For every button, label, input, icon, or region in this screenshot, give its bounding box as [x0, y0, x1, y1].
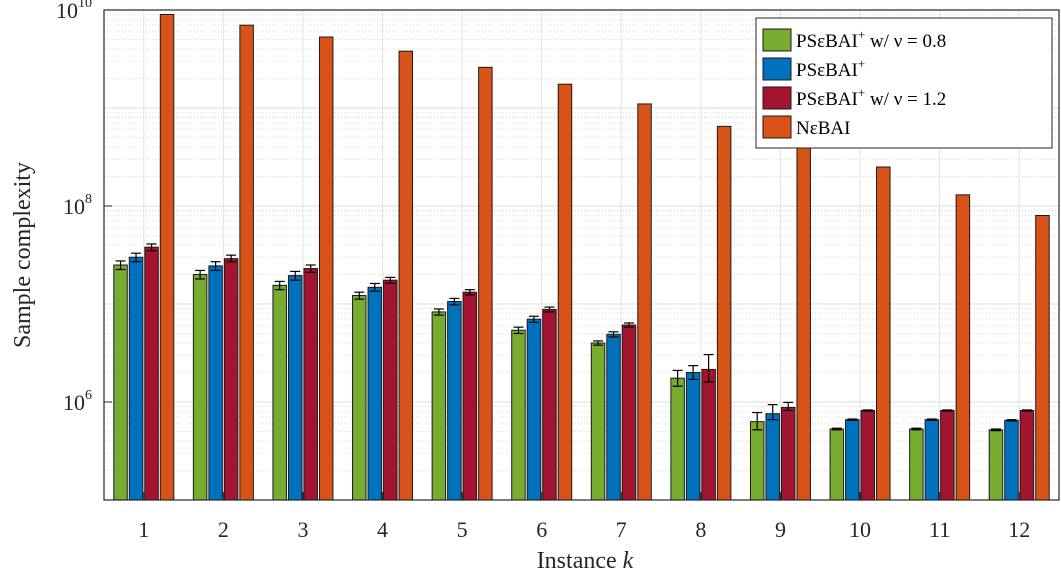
bar [940, 409, 955, 501]
legend-swatch [762, 28, 792, 52]
bar [670, 377, 685, 501]
bar [303, 268, 318, 501]
x-tick-label: 2 [218, 517, 229, 542]
bar [590, 342, 606, 501]
y-axis-title: Sample complexity [10, 162, 36, 348]
y-tick-label: 106 [63, 388, 92, 415]
bar [1004, 419, 1019, 501]
bar [352, 295, 367, 501]
bar [383, 279, 398, 501]
plot-frame [103, 9, 1060, 501]
bar [955, 194, 971, 501]
legend-entry: PSεBAI+ w/ ν = 1.2 [796, 85, 946, 110]
x-axis-title-text: Instance [537, 548, 623, 574]
error-bars [115, 243, 1032, 432]
bar [144, 246, 159, 501]
axes [103, 9, 1060, 501]
bar [860, 409, 876, 501]
y-tick-label: 1010 [56, 0, 92, 23]
bar [1019, 409, 1035, 501]
bar [845, 419, 860, 501]
x-tick-label: 3 [297, 517, 308, 542]
bar [796, 146, 811, 501]
legend-box [755, 17, 1053, 149]
bar [829, 428, 845, 501]
bar [621, 324, 637, 501]
bar [192, 273, 208, 501]
x-axis-title: Instance k [537, 548, 634, 574]
bar [606, 333, 621, 501]
legend-swatch [762, 115, 792, 139]
bar [526, 318, 542, 501]
x-tick-label: 11 [929, 517, 950, 542]
bar [511, 329, 526, 501]
bar [398, 50, 414, 501]
bar [208, 265, 223, 501]
bar [431, 311, 447, 501]
bar [1035, 214, 1050, 501]
x-tick-label: 9 [775, 517, 786, 542]
x-tick-label: 8 [695, 517, 706, 542]
bar [780, 406, 796, 501]
bar [159, 13, 175, 501]
legend-swatch [762, 86, 792, 110]
bar [685, 371, 701, 501]
bar [462, 291, 478, 501]
bar [287, 275, 303, 501]
bar [478, 66, 493, 501]
legend-entry: PSεBAI+ [796, 56, 865, 81]
bar [272, 284, 287, 501]
legend: PSεBAI+ w/ ν = 0.8 PSεBAI+ PSεBAI+ w/ ν = … [755, 17, 1053, 149]
bar [988, 429, 1004, 501]
bar [637, 103, 652, 501]
bar [318, 36, 334, 501]
legend-swatch [762, 57, 792, 81]
bar [701, 368, 716, 501]
x-tick-label: 6 [536, 517, 547, 542]
x-tick-label: 4 [377, 517, 388, 542]
legend-entry: NεBAI [796, 118, 850, 139]
bar [749, 421, 765, 501]
bar [447, 301, 462, 501]
bar [367, 286, 383, 501]
x-tick-label: 12 [1008, 517, 1030, 542]
bar [909, 428, 924, 501]
x-axis-title-variable: k [623, 548, 634, 574]
x-tick-label: 7 [616, 517, 627, 542]
bar [557, 83, 573, 501]
bar [716, 125, 732, 501]
x-tick-label: 5 [457, 517, 468, 542]
bar [924, 419, 940, 501]
legend-entry: PSεBAI+ w/ ν = 0.8 [796, 27, 946, 52]
bar [128, 256, 144, 501]
x-tick-label: 1 [138, 517, 149, 542]
bar [239, 24, 254, 501]
bar [765, 413, 780, 501]
bar [876, 166, 891, 501]
bar [542, 308, 557, 501]
bar [223, 258, 239, 501]
x-tick-label: 10 [849, 517, 871, 542]
bar [113, 264, 128, 501]
y-tick-label: 108 [63, 192, 92, 219]
